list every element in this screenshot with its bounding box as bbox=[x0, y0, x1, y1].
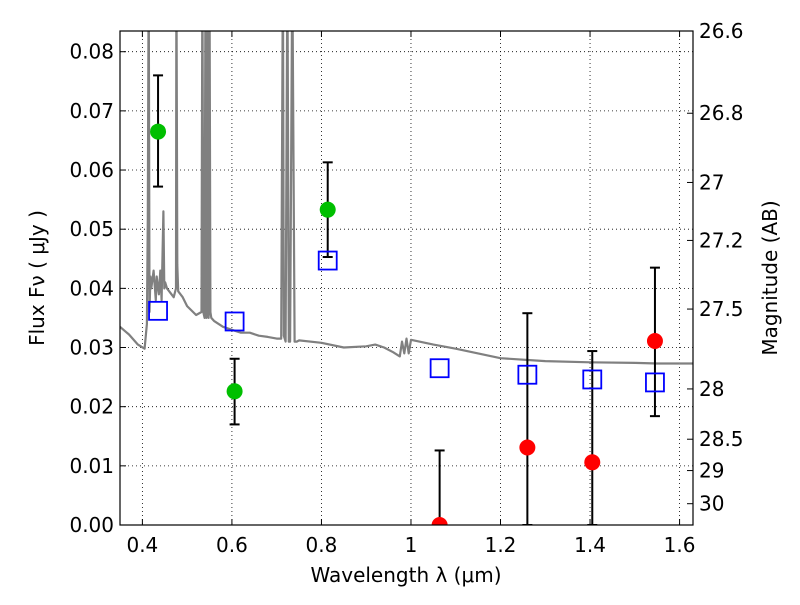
x-tick-label: 0.6 bbox=[216, 533, 248, 557]
sed-model-curve bbox=[120, 31, 693, 365]
model-square-marker bbox=[429, 358, 450, 379]
right-tick-label: 27 bbox=[699, 170, 724, 194]
green-data-point bbox=[150, 123, 167, 140]
right-tick-label: 28.5 bbox=[699, 427, 744, 451]
x-tick-label: 1.4 bbox=[574, 533, 606, 557]
red-data-point bbox=[646, 333, 663, 350]
model-square-marker bbox=[148, 300, 168, 321]
y-tick-label: 0.02 bbox=[69, 395, 114, 419]
x-axis-title: Wavelength λ (μm) bbox=[310, 563, 501, 587]
y-tick-label: 0.06 bbox=[69, 158, 114, 182]
right-axis-title: Magnitude (AB) bbox=[758, 200, 782, 355]
right-tick-label: 27.5 bbox=[699, 297, 744, 321]
red-data-point bbox=[519, 439, 536, 456]
right-tick-label: 30 bbox=[699, 492, 724, 516]
right-tick-label: 26.8 bbox=[699, 101, 744, 125]
green-data-point bbox=[226, 383, 243, 400]
y-axis-title: Flux Fν ( μJy ) bbox=[25, 210, 49, 346]
axis-ticks: 0.4 0.6 0.8 1 1.2 1.4 1.6 0.00 0.01 0.02 0.03 0.04 0… bbox=[69, 19, 743, 557]
right-tick-label: 28 bbox=[699, 377, 724, 401]
x-tick-label: 1.2 bbox=[485, 533, 517, 557]
green-data-point bbox=[319, 201, 336, 218]
y-tick-label: 0.00 bbox=[69, 513, 114, 537]
y-tick-label: 0.04 bbox=[69, 276, 114, 300]
sed-model-line bbox=[120, 31, 693, 365]
red-data-point bbox=[431, 517, 448, 525]
model-square-marker bbox=[317, 250, 338, 271]
model-square-marker bbox=[517, 364, 538, 385]
right-tick-label: 27.2 bbox=[699, 228, 744, 252]
right-tick-label: 26.6 bbox=[699, 19, 744, 43]
y-tick-label: 0.08 bbox=[69, 40, 114, 64]
plot-frame bbox=[119, 30, 694, 526]
y-tick-label: 0.01 bbox=[69, 454, 114, 478]
x-tick-label: 0.4 bbox=[126, 533, 158, 557]
x-tick-label: 1 bbox=[405, 533, 418, 557]
y-tick-label: 0.07 bbox=[69, 99, 114, 123]
data-marks bbox=[148, 74, 665, 525]
model-square-marker bbox=[645, 372, 665, 393]
right-tick-label: 29 bbox=[699, 459, 724, 483]
x-tick-label: 0.8 bbox=[306, 533, 338, 557]
y-tick-label: 0.03 bbox=[69, 336, 114, 360]
red-data-point bbox=[584, 454, 601, 471]
x-tick-label: 1.6 bbox=[664, 533, 696, 557]
y-tick-label: 0.05 bbox=[69, 217, 114, 241]
model-square-marker bbox=[582, 369, 603, 390]
model-square-marker bbox=[224, 311, 245, 332]
